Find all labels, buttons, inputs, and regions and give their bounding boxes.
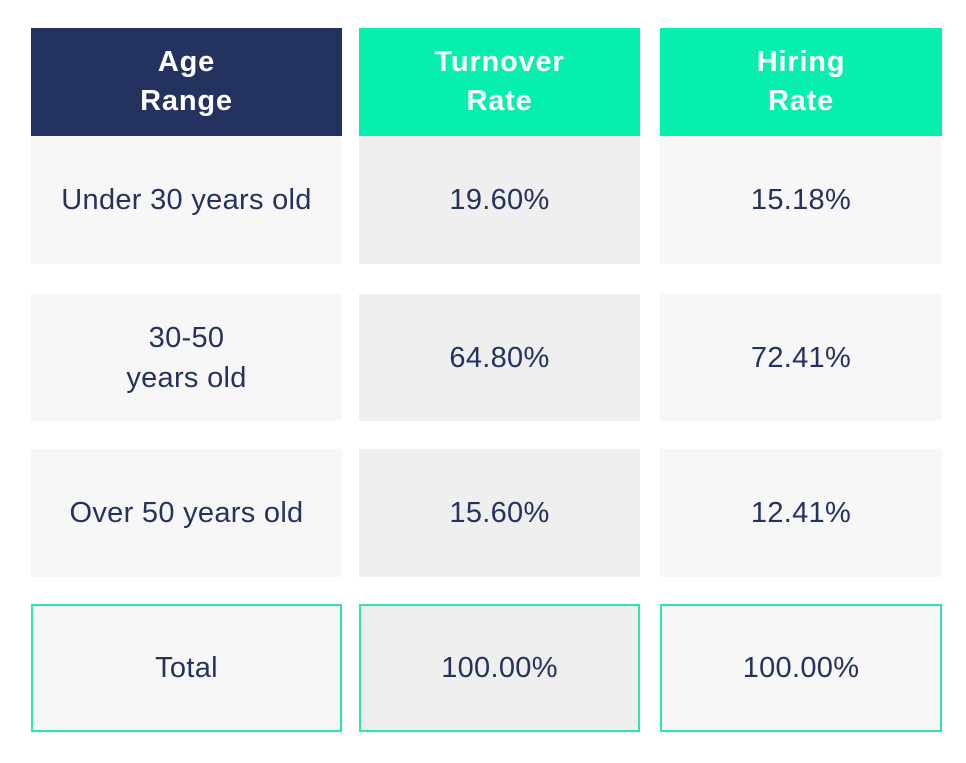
hiring-rate-value: 15.18% <box>750 184 852 216</box>
table-row-2-hiring-rate: 72.41% <box>660 294 942 421</box>
total-hiring-rate-cell: 100.00% <box>660 604 942 732</box>
table-row-3-hiring-rate: 12.41% <box>660 449 942 577</box>
header-age-range-line1: Age <box>157 46 216 78</box>
header-turnover-rate: Turnover Rate <box>359 28 640 136</box>
table-row-1-age-range: Under 30 years old <box>31 136 342 264</box>
total-turnover-rate-cell: 100.00% <box>359 604 640 732</box>
total-hiring-rate: 100.00% <box>742 652 860 684</box>
table-row-2-age-range: 30-50 years old <box>31 294 342 421</box>
age-range-label: Under 30 years old <box>61 184 312 216</box>
table-row-1-hiring-rate: 15.18% <box>660 136 942 264</box>
table-row-3-age-range: Over 50 years old <box>31 449 342 577</box>
header-hiring-rate: Hiring Rate <box>660 28 942 136</box>
age-turnover-hiring-table: Age Range Turnover Rate Hiring Rate Unde… <box>31 28 942 732</box>
total-label: Total <box>155 652 218 684</box>
header-hiring-rate-line2: Rate <box>767 85 835 117</box>
total-label-cell: Total <box>31 604 342 732</box>
header-hiring-rate-line1: Hiring <box>756 46 846 78</box>
header-turnover-rate-line2: Rate <box>466 85 533 117</box>
header-turnover-rate-line1: Turnover <box>434 46 565 78</box>
header-age-range: Age Range <box>31 28 342 136</box>
header-age-range-line2: Range <box>140 85 233 117</box>
turnover-rate-value: 19.60% <box>449 184 550 216</box>
age-range-label-line2: years old <box>126 361 247 394</box>
turnover-rate-value: 64.80% <box>449 341 550 374</box>
table-row-1-turnover-rate: 19.60% <box>359 136 640 264</box>
age-range-label: Over 50 years old <box>69 497 304 529</box>
age-range-label-line1: 30-50 <box>148 321 225 354</box>
hiring-rate-value: 72.41% <box>750 341 852 374</box>
total-turnover-rate: 100.00% <box>441 652 558 684</box>
hiring-rate-value: 12.41% <box>750 497 852 529</box>
table-row-3-turnover-rate: 15.60% <box>359 449 640 577</box>
table-row-2-turnover-rate: 64.80% <box>359 294 640 421</box>
turnover-rate-value: 15.60% <box>449 497 550 529</box>
